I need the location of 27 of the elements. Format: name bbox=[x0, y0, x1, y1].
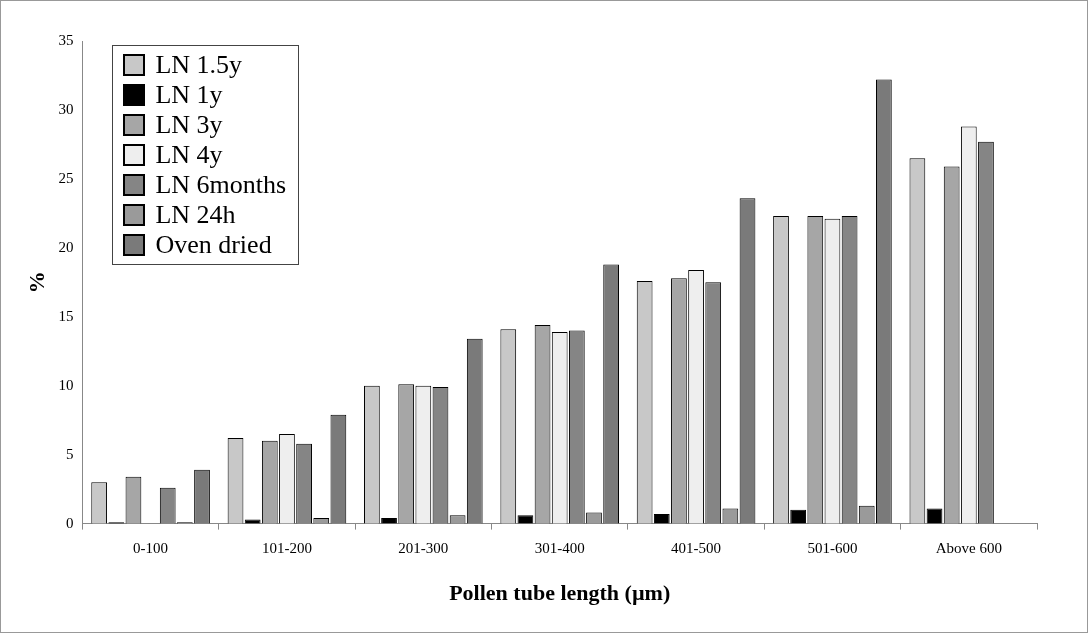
legend-label: LN 1y bbox=[155, 80, 223, 110]
x-tick-label: 101-200 bbox=[261, 539, 312, 556]
legend-label: LN 3y bbox=[155, 110, 223, 140]
legend-label: LN 1.5y bbox=[155, 50, 243, 80]
bar bbox=[381, 518, 397, 524]
x-axis-title: Pollen tube length (µm) bbox=[449, 580, 671, 606]
x-tick-label: 501-600 bbox=[807, 539, 858, 556]
bar bbox=[517, 515, 534, 524]
x-tick-label: 0-100 bbox=[133, 539, 169, 556]
y-tick-label: 35 bbox=[58, 31, 74, 48]
y-tick-label: 5 bbox=[65, 445, 74, 462]
x-tick-label: 401-500 bbox=[671, 539, 722, 556]
legend-label: LN 4y bbox=[155, 140, 223, 170]
legend-label: LN 24h bbox=[155, 200, 236, 230]
x-tick-label: 301-400 bbox=[534, 539, 585, 556]
y-axis-title: % bbox=[23, 271, 49, 294]
y-tick-label: 10 bbox=[58, 376, 74, 393]
y-tick-label: 25 bbox=[58, 169, 74, 186]
bar bbox=[244, 519, 261, 524]
y-tick-label: 0 bbox=[65, 514, 74, 531]
y-tick-label: 30 bbox=[58, 100, 74, 117]
x-tick-label: Above 600 bbox=[935, 539, 1002, 556]
legend-label: LN 6months bbox=[155, 170, 287, 200]
x-tick-label: 201-300 bbox=[398, 539, 449, 556]
y-tick-label: 15 bbox=[58, 307, 74, 324]
legend-label: Oven dried bbox=[155, 230, 272, 260]
y-tick-label: 20 bbox=[58, 238, 74, 255]
